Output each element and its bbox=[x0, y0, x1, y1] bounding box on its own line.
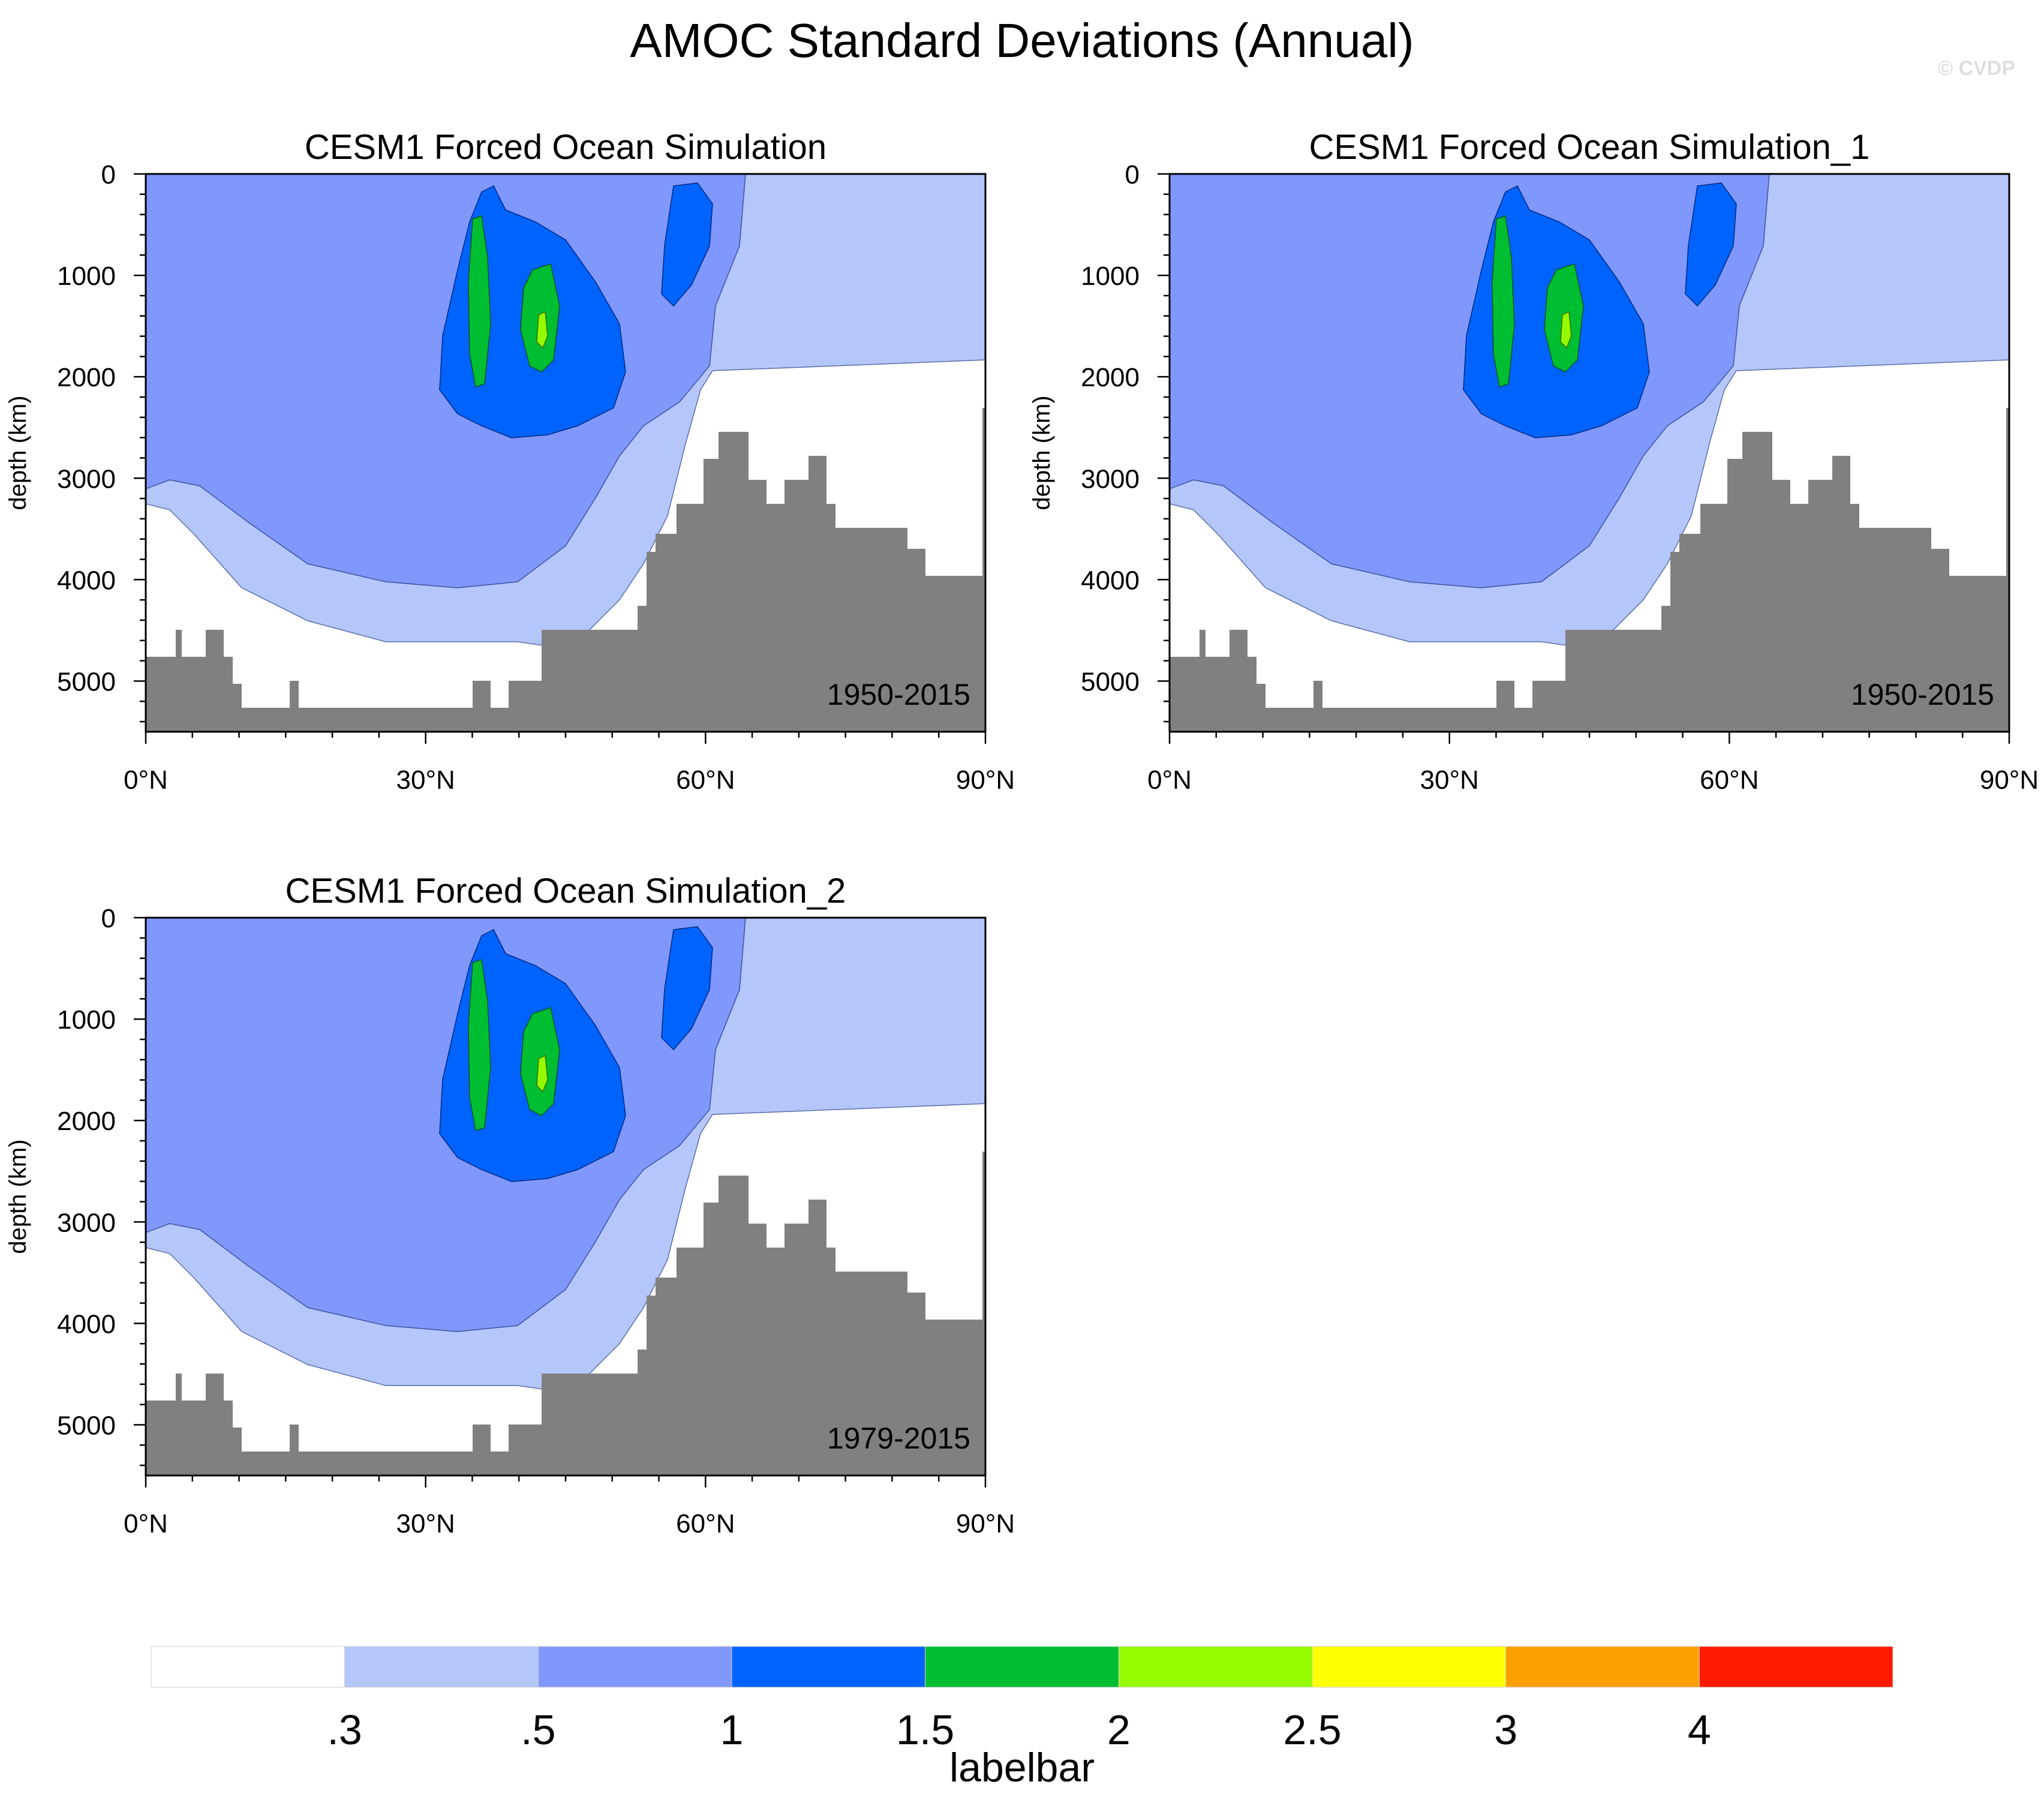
x-tick-label: 90°N bbox=[1980, 765, 2039, 795]
period-label: 1979-2015 bbox=[827, 1422, 970, 1455]
x-tick-label: 0°N bbox=[1147, 765, 1192, 795]
y-tick-label: 4000 bbox=[57, 566, 116, 595]
x-tick-label: 60°N bbox=[676, 1509, 735, 1538]
y-tick-label: 3000 bbox=[1081, 464, 1140, 494]
x-tick-label: 90°N bbox=[956, 765, 1015, 795]
x-tick-label: 30°N bbox=[396, 1509, 455, 1538]
y-tick-label: 0 bbox=[101, 904, 116, 933]
figure-title: AMOC Standard Deviations (Annual) bbox=[630, 14, 1414, 67]
y-tick-label: 5000 bbox=[57, 1411, 116, 1440]
colorbar-tick-label: 4 bbox=[1688, 1706, 1711, 1753]
colorbar-box bbox=[1699, 1646, 1893, 1688]
colorbar-tick-label: 2 bbox=[1107, 1706, 1131, 1753]
colorbar: .3 .5 1 1.5 2 2.5 3 4 bbox=[151, 1646, 1893, 1753]
y-tick-label: 0 bbox=[1125, 160, 1140, 190]
x-tick-label: 30°N bbox=[1420, 765, 1479, 795]
y-tick-label: 4000 bbox=[1081, 566, 1140, 595]
colorbar-tick-label: 2.5 bbox=[1283, 1706, 1341, 1753]
y-axis-label: depth (km) bbox=[1029, 395, 1055, 510]
period-label: 1950-2015 bbox=[827, 678, 970, 711]
colorbar-box bbox=[151, 1646, 345, 1688]
y-tick-label: 4000 bbox=[57, 1309, 116, 1339]
y-axis-label: depth (km) bbox=[5, 1139, 31, 1254]
y-tick-label: 3000 bbox=[57, 464, 116, 494]
colorbar-box bbox=[1312, 1646, 1507, 1688]
y-tick-label: 2000 bbox=[57, 363, 116, 392]
x-tick-label: 60°N bbox=[676, 765, 735, 795]
y-tick-label: 3000 bbox=[57, 1208, 116, 1237]
x-tick-label: 0°N bbox=[124, 765, 168, 795]
colorbar-box bbox=[1118, 1646, 1313, 1688]
colorbar-box bbox=[925, 1646, 1119, 1688]
y-tick-label: 0 bbox=[101, 160, 116, 190]
x-tick-label: 0°N bbox=[124, 1509, 168, 1538]
y-tick-label: 1000 bbox=[57, 262, 116, 291]
y-tick-label: 1000 bbox=[1081, 262, 1140, 291]
colorbar-box bbox=[1505, 1646, 1700, 1688]
labelbar-title: labelbar bbox=[949, 1745, 1095, 1790]
x-tick-label: 90°N bbox=[956, 1509, 1015, 1538]
colorbar-tick-label: .3 bbox=[327, 1706, 362, 1753]
panel-title: CESM1 Forced Ocean Simulation_2 bbox=[285, 872, 846, 910]
y-tick-label: 2000 bbox=[57, 1107, 116, 1136]
y-axis-label: depth (km) bbox=[5, 395, 31, 510]
colorbar-box bbox=[731, 1646, 926, 1688]
period-label: 1950-2015 bbox=[1851, 678, 1994, 711]
colorbar-tick-label: 1.5 bbox=[896, 1706, 954, 1753]
y-tick-label: 1000 bbox=[57, 1005, 116, 1035]
panel-2: CESM1 Forced Ocean Simulation_2 0 1000 2000… bbox=[5, 872, 1015, 1538]
y-tick-label: 2000 bbox=[1081, 363, 1140, 392]
panel-1: CESM1 Forced Ocean Simulation_1 0 1000 2000… bbox=[1029, 128, 2039, 795]
colorbar-tick-label: 3 bbox=[1494, 1706, 1517, 1753]
watermark: © CVDP bbox=[1938, 57, 2015, 80]
colorbar-tick-label: .5 bbox=[521, 1706, 555, 1753]
x-tick-label: 60°N bbox=[1700, 765, 1759, 795]
x-tick-label: 30°N bbox=[396, 765, 455, 795]
colorbar-box bbox=[537, 1646, 732, 1688]
colorbar-tick-label: 1 bbox=[720, 1706, 744, 1753]
y-tick-label: 5000 bbox=[57, 667, 116, 696]
panel-title: CESM1 Forced Ocean Simulation_1 bbox=[1309, 128, 1870, 167]
colorbar-box bbox=[344, 1646, 539, 1688]
panel-title: CESM1 Forced Ocean Simulation bbox=[305, 128, 826, 167]
panel-0: CESM1 Forced Ocean Simulation 0 1000 2000 30… bbox=[5, 128, 1015, 795]
y-tick-label: 5000 bbox=[1081, 667, 1140, 696]
